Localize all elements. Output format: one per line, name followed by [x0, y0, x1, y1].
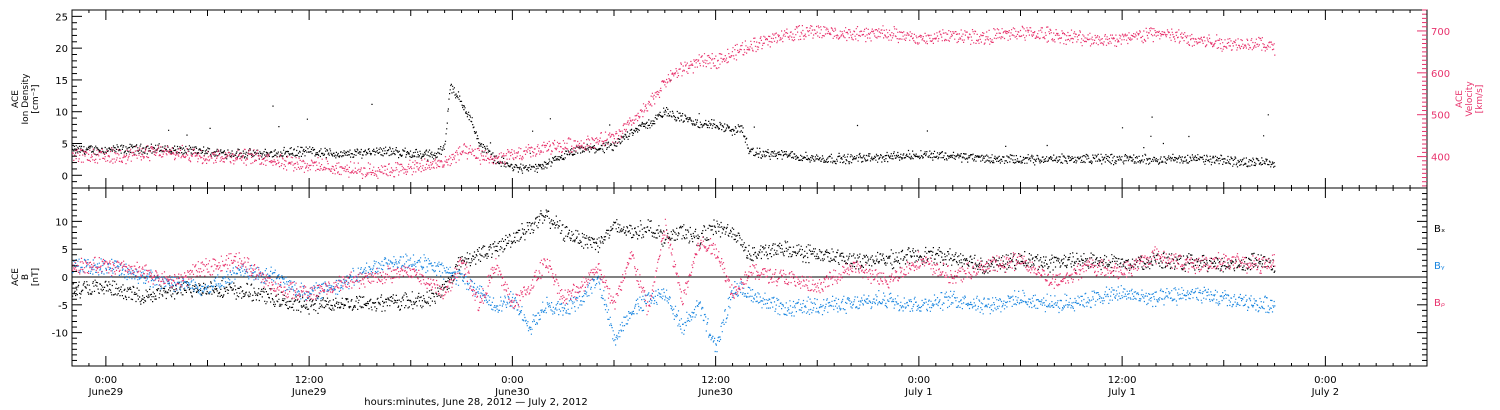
- x-tick-date-label: June29: [291, 387, 327, 398]
- left-tick-label: 0: [62, 273, 68, 284]
- left-tick-label: 20: [55, 44, 68, 55]
- left-tick-label: -10: [52, 329, 68, 340]
- legend-entry: Bᵨ: [1434, 298, 1445, 309]
- series-points: [72, 218, 1276, 316]
- left-axis-title-line: ACE: [11, 268, 21, 286]
- right-tick-label: 700: [1431, 27, 1450, 38]
- x-axis-title: hours:minutes, June 28, 2012 — July 2, 2…: [364, 397, 588, 408]
- series-points: [72, 25, 1276, 179]
- legend-entry: Bₓ: [1434, 224, 1445, 235]
- x-tick-time-label: 0:00: [501, 375, 523, 386]
- x-tick-time-label: 12:00: [295, 375, 324, 386]
- data-points: [72, 25, 1276, 353]
- legend-entry: Bᵧ: [1434, 261, 1445, 272]
- x-tick-date-label: July 1: [1107, 387, 1136, 398]
- x-tick-date-label: July 1: [904, 387, 933, 398]
- left-axis-title-line: ACE: [11, 90, 21, 108]
- right-axis-title-line: [km/s]: [1475, 85, 1485, 114]
- left-tick-label: 25: [55, 12, 68, 23]
- left-tick-label: 5: [62, 140, 68, 151]
- x-tick-date-label: June30: [697, 387, 733, 398]
- x-tick-date-label: June30: [494, 387, 530, 398]
- series-points: [72, 209, 1276, 315]
- left-tick-label: 0: [62, 171, 68, 182]
- left-tick-label: 15: [55, 76, 68, 87]
- right-tick-label: 500: [1431, 111, 1450, 122]
- tick-marks: [71, 9, 1428, 367]
- series-points: [72, 79, 1276, 174]
- left-tick-label: -5: [58, 301, 68, 312]
- left-tick-label: 10: [55, 217, 68, 228]
- left-axis-title-line: [nT]: [31, 268, 41, 286]
- left-tick-label: 10: [55, 108, 68, 119]
- x-tick-date-label: June29: [88, 387, 124, 398]
- x-tick-time-label: 0:00: [1314, 375, 1336, 386]
- right-tick-label: 400: [1431, 153, 1450, 164]
- right-tick-label: 600: [1431, 69, 1450, 80]
- x-tick-time-label: 12:00: [701, 375, 730, 386]
- x-tick-time-label: 0:00: [908, 375, 930, 386]
- left-axis-title-line: B: [21, 274, 31, 280]
- left-tick-label: 5: [62, 245, 68, 256]
- left-axis-title-line: [cm⁻³]: [31, 84, 41, 113]
- x-tick-date-label: July 2: [1311, 387, 1340, 398]
- x-tick-time-label: 0:00: [95, 375, 117, 386]
- series-points: [72, 253, 1276, 353]
- left-axis-title-line: Ion Density: [21, 73, 31, 125]
- x-tick-time-label: 12:00: [1108, 375, 1137, 386]
- right-axis-title-line: ACE: [1455, 90, 1465, 108]
- right-axis-title-line: Velocity: [1465, 81, 1475, 117]
